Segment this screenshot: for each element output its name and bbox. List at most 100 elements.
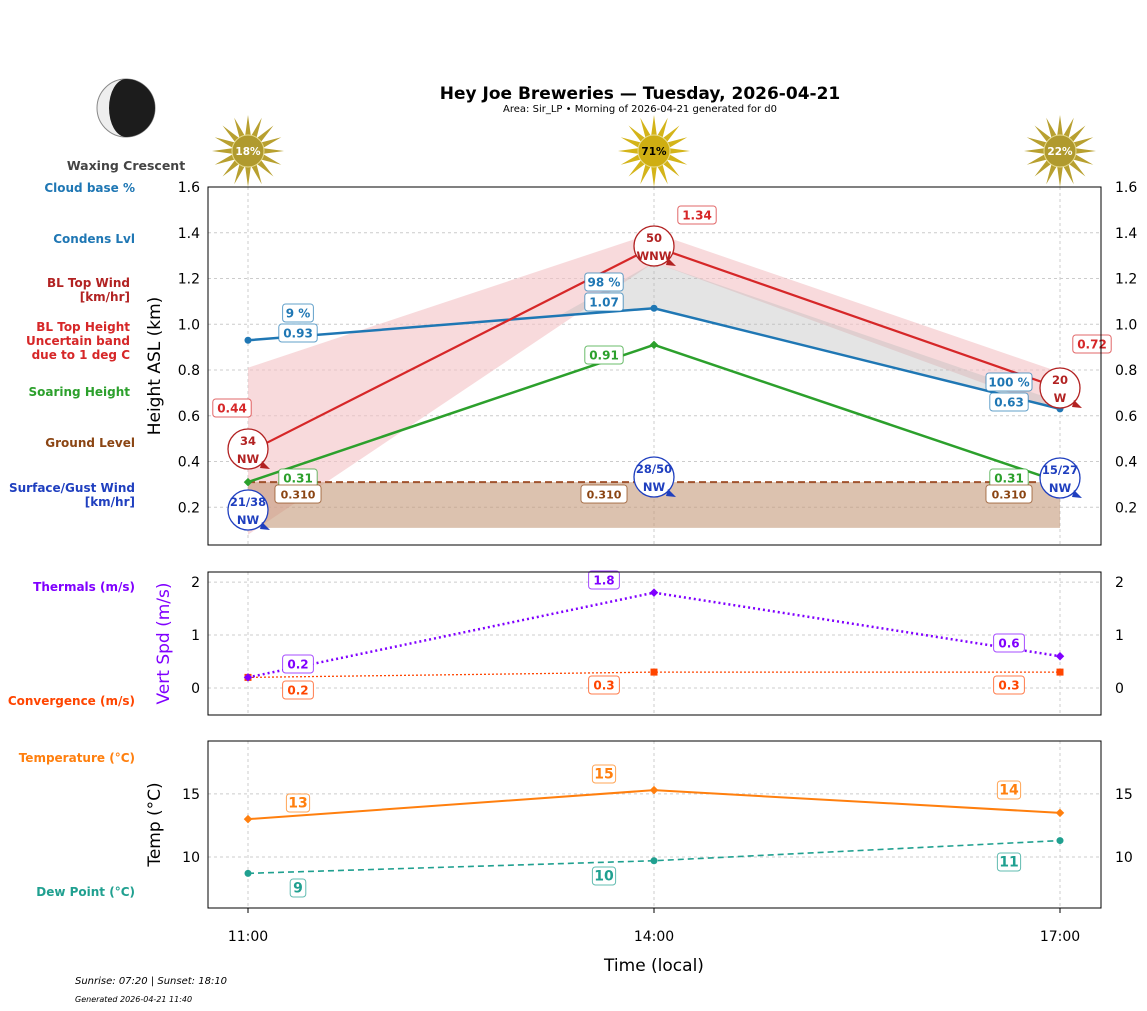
- convergence-label-box: [588, 675, 620, 695]
- convergence-line: [247, 671, 1060, 679]
- ground-fill: [248, 482, 1060, 528]
- bl-wind-speed: 34: [240, 434, 256, 448]
- row-label: Convergence (m/s): [8, 694, 135, 708]
- row-label: Temperature (°C): [19, 751, 135, 765]
- row-label: Ground Level: [45, 436, 135, 450]
- bl-wind-direction: W: [1054, 391, 1067, 405]
- sun-percentage: 71%: [641, 146, 667, 158]
- bl-wind-speed: 20: [1052, 373, 1068, 387]
- surface-wind-speed: 15/27: [1042, 463, 1078, 477]
- sun-percentage: 22%: [1047, 146, 1073, 158]
- y-tick-label-right: 1.6: [1115, 180, 1137, 196]
- surface-wind-direction: NW: [237, 513, 260, 527]
- y-tick-label: 2: [191, 575, 200, 591]
- y-axis-label: Height ASL (km): [145, 297, 165, 436]
- condens-level-label-box: [989, 392, 1029, 412]
- soaring-point: [243, 477, 253, 487]
- temperature-label-box: [591, 764, 617, 784]
- convergence-label: 0.3: [593, 679, 614, 693]
- y-tick-label-right: 0: [1115, 681, 1124, 697]
- y-tick-label-right: 0.4: [1115, 455, 1137, 471]
- y-tick-label-right: 1.2: [1115, 272, 1137, 288]
- surface-wind-direction: NW: [643, 480, 666, 494]
- dew-point-label-box: [289, 878, 307, 898]
- y-tick-label-right: 0.6: [1115, 409, 1137, 425]
- y-tick-label-right: 0.2: [1115, 500, 1137, 516]
- convergence-label: 0.2: [287, 684, 308, 698]
- bl-top-uncertainty-band: [248, 232, 1060, 535]
- condens-point: [650, 304, 658, 312]
- bl-top-label-box: [1072, 334, 1112, 354]
- bl-top-label: 0.72: [1077, 338, 1107, 352]
- soaring-point: [649, 340, 659, 350]
- cloud-base-pct-label-box: [282, 303, 314, 323]
- y-tick-label: 0: [191, 681, 200, 697]
- bl-wind-direction: WNW: [637, 249, 672, 263]
- soaring-height-label: 0.91: [589, 349, 619, 363]
- axes-frame: [207, 571, 1102, 716]
- condens-level-label-box: [278, 323, 318, 343]
- dew-point-label-box: [996, 852, 1022, 872]
- convergence-point: [1056, 668, 1064, 676]
- temperature-point: [649, 785, 659, 795]
- temperature-label: 14: [999, 783, 1019, 799]
- sun-disc: [1043, 134, 1077, 168]
- y-tick-label-right: 1.4: [1115, 226, 1137, 242]
- bl-wind-circle: [227, 428, 269, 470]
- thermals-label-box: [993, 633, 1025, 653]
- y-tick-label-right: 2: [1115, 575, 1124, 591]
- ground-level-label-box: [985, 484, 1033, 504]
- row-label: Soaring Height: [29, 385, 131, 399]
- condens-level-label: 0.93: [283, 327, 313, 341]
- moon-icon: [96, 78, 156, 138]
- y-tick-label: 1.6: [178, 180, 200, 196]
- temperature-label-box: [285, 793, 311, 813]
- surface-wind-speed: 21/38: [230, 495, 266, 509]
- row-label: [km/hr]: [80, 290, 130, 304]
- row-label: Thermals (m/s): [33, 580, 135, 594]
- surface-wind-arrow-icon: [260, 522, 270, 530]
- dew-point-label: 11: [999, 855, 1018, 871]
- y-tick-label: 0.6: [178, 409, 200, 425]
- soaring-height-label-box: [584, 345, 624, 365]
- convergence-label-box: [282, 680, 314, 700]
- ground-level-label: 0.310: [281, 489, 316, 502]
- y-tick-label: 1.4: [178, 226, 200, 242]
- cloud-base-pct-label-box: [584, 272, 624, 292]
- x-axis-label: Time (local): [603, 956, 704, 976]
- x-tick-label: 11:00: [228, 929, 268, 945]
- y-tick-label: 1.0: [178, 317, 200, 333]
- thermals-label: 0.2: [287, 658, 308, 672]
- temperature-label: 15: [594, 767, 613, 783]
- y-axis-label: Temp (°C): [145, 782, 165, 867]
- temperature-label-box: [996, 780, 1022, 800]
- row-label: Condens Lvl: [53, 232, 135, 246]
- cloud-base-pct-label: 9 %: [286, 307, 311, 321]
- bl-top-label-box: [212, 398, 252, 418]
- y-tick-label: 0.2: [178, 500, 200, 516]
- dew-point-label: 10: [594, 869, 614, 885]
- ground-level-label-box: [580, 484, 628, 504]
- surface-wind-circle: [1039, 457, 1081, 499]
- sunrise-sunset: Sunrise: 07:20 | Sunset: 18:10: [75, 976, 227, 987]
- cloud-base-pct-label: 100 %: [988, 376, 1029, 390]
- soaring-height-label: 0.31: [283, 472, 313, 486]
- dew-point-line: [247, 839, 1061, 875]
- row-label: BL Top Height: [36, 320, 130, 334]
- convergence-label-box: [993, 675, 1025, 695]
- surface-wind-direction: NW: [1049, 481, 1072, 495]
- surface-wind-circle: [633, 456, 675, 498]
- condens-point: [244, 336, 252, 344]
- y-tick-label: 0.8: [178, 363, 200, 379]
- moon-phase-label: Waxing Crescent: [67, 158, 185, 173]
- thermals-label-box: [282, 654, 314, 674]
- sun-disc: [637, 134, 671, 168]
- bl-wind-circle: [633, 225, 675, 267]
- thermals-point: [649, 588, 659, 597]
- surface-wind-arrow-icon: [1072, 490, 1082, 498]
- surface-wind-circle: [227, 489, 269, 531]
- bl-wind-arrow-icon: [1072, 400, 1082, 408]
- axes-frame: [207, 186, 1102, 546]
- dew-point-point: [244, 869, 252, 877]
